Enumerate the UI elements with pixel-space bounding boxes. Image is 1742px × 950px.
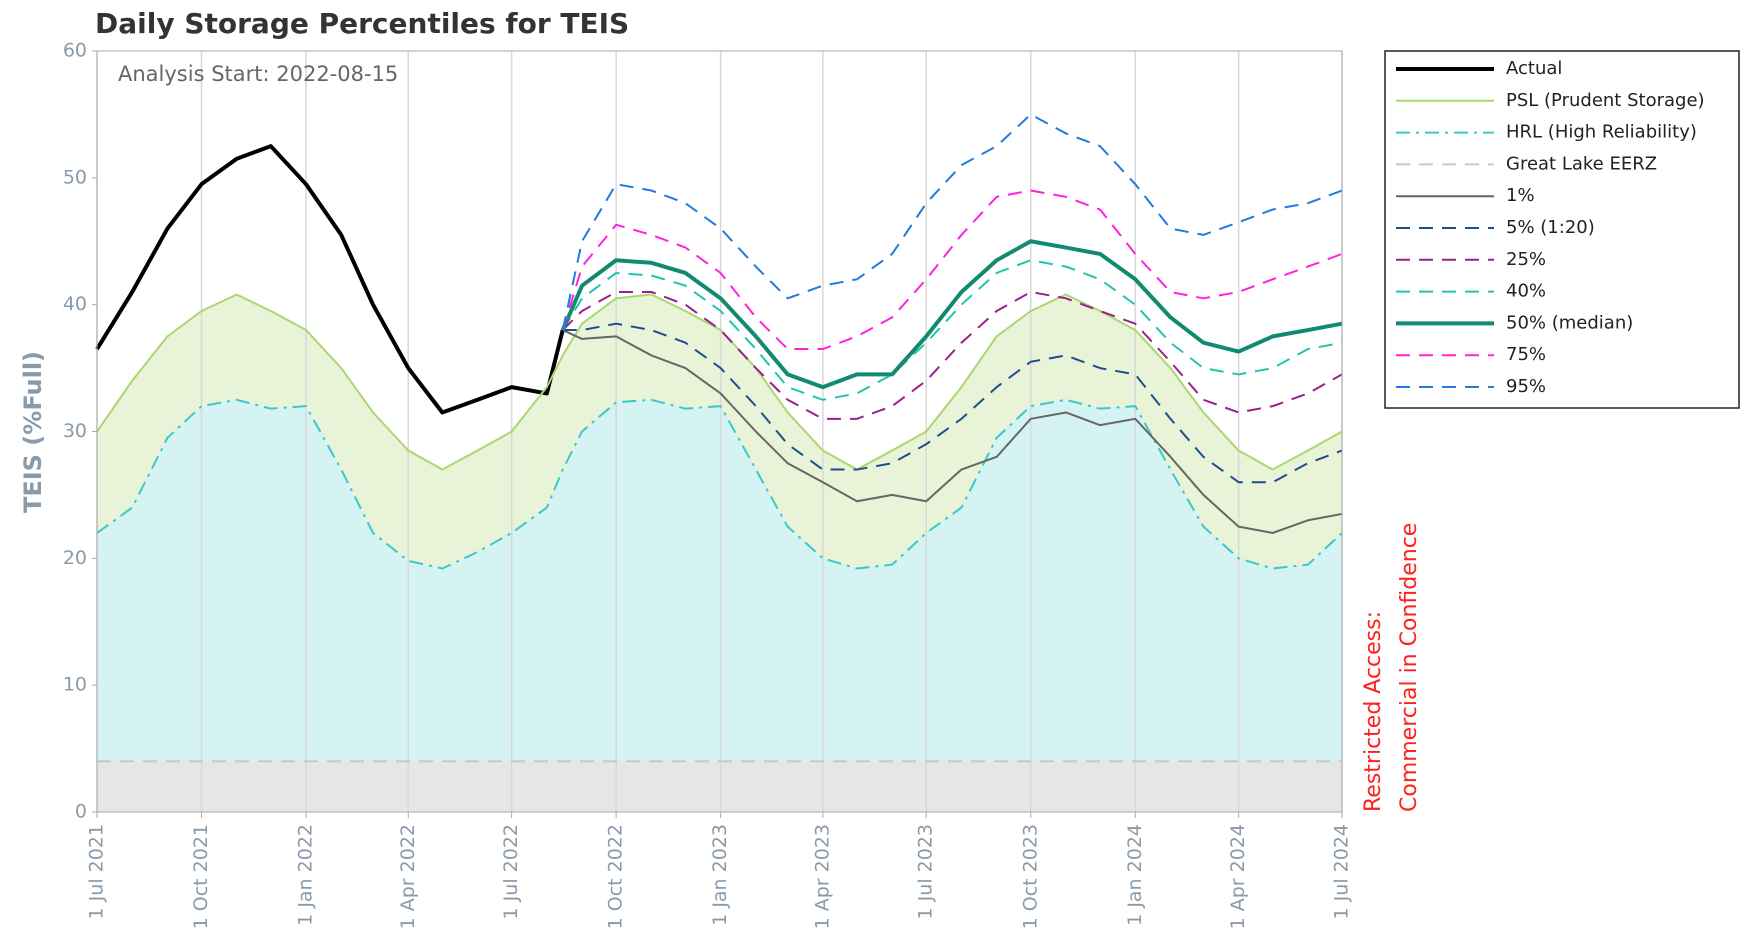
legend-label: 40% [1506, 281, 1546, 302]
legend-label: 95% [1506, 376, 1546, 397]
series-line [96, 293, 1343, 471]
legend-label: 75% [1506, 344, 1546, 365]
x-tick-label: 1 Jul 2021 [86, 824, 108, 919]
side-note: Commercial in Confidence [1397, 523, 1422, 812]
series-line [562, 329, 1343, 534]
series-line [562, 290, 1343, 420]
x-tick-label: 1 Jan 2022 [295, 824, 317, 926]
legend-label: HRL (High Reliability) [1506, 122, 1697, 143]
side-note: Restricted Access: [1361, 611, 1386, 812]
legend-entries: Actual PSL (Prudent Storage) HRL (High Rel… [1396, 58, 1705, 397]
x-tick-label: 1 Jan 2024 [1124, 824, 1146, 926]
x-tick-label: 1 Apr 2023 [811, 824, 833, 929]
x-tick-label: 1 Oct 2021 [190, 824, 212, 929]
legend-label: 1% [1506, 185, 1535, 206]
series-line [560, 239, 1343, 390]
legend-label: 5% (1:20) [1506, 217, 1595, 238]
y-axis-label: TEIS (%Full) [19, 351, 47, 513]
x-tick-label: 1 Jul 2024 [1331, 824, 1353, 919]
series-line [561, 113, 1343, 331]
area [97, 761, 1342, 812]
y-tick-label: 60 [63, 40, 87, 62]
y-tick-label: 0 [75, 801, 87, 823]
annotation: Analysis Start: 2022-08-15 [118, 62, 398, 86]
legend [1384, 50, 1740, 409]
x-tick-label: 1 Oct 2023 [1019, 824, 1041, 929]
y-tick-label: 50 [63, 166, 87, 188]
x-tick-label: 1 Apr 2024 [1227, 824, 1249, 929]
x-tick-label: 1 Oct 2022 [605, 824, 627, 929]
series-line [95, 144, 565, 415]
series-line [562, 322, 1343, 484]
chart-title: Daily Storage Percentiles for TEIS [95, 7, 629, 40]
y-tick-label: 30 [63, 420, 87, 442]
series-line [561, 189, 1343, 351]
legend-label: Actual [1506, 58, 1562, 79]
series-line [561, 259, 1343, 401]
fills [97, 294, 1342, 812]
legend-label: 25% [1506, 249, 1546, 270]
x-tick-label: 1 Apr 2022 [397, 824, 419, 929]
y-tick-label: 40 [63, 293, 87, 315]
area [97, 399, 1342, 812]
lines [95, 113, 1343, 763]
x-tick-label: 1 Jan 2023 [709, 824, 731, 926]
legend-label: Great Lake EERZ [1506, 153, 1657, 174]
y-tick-label: 20 [63, 547, 87, 569]
x-tick-label: 1 Jul 2023 [915, 824, 937, 919]
series-line [96, 398, 1343, 570]
y-tick-label: 10 [63, 674, 87, 696]
x-tick-label: 1 Jul 2022 [500, 824, 522, 919]
legend-label: 50% (median) [1506, 312, 1633, 333]
legend-label: PSL (Prudent Storage) [1506, 90, 1705, 111]
